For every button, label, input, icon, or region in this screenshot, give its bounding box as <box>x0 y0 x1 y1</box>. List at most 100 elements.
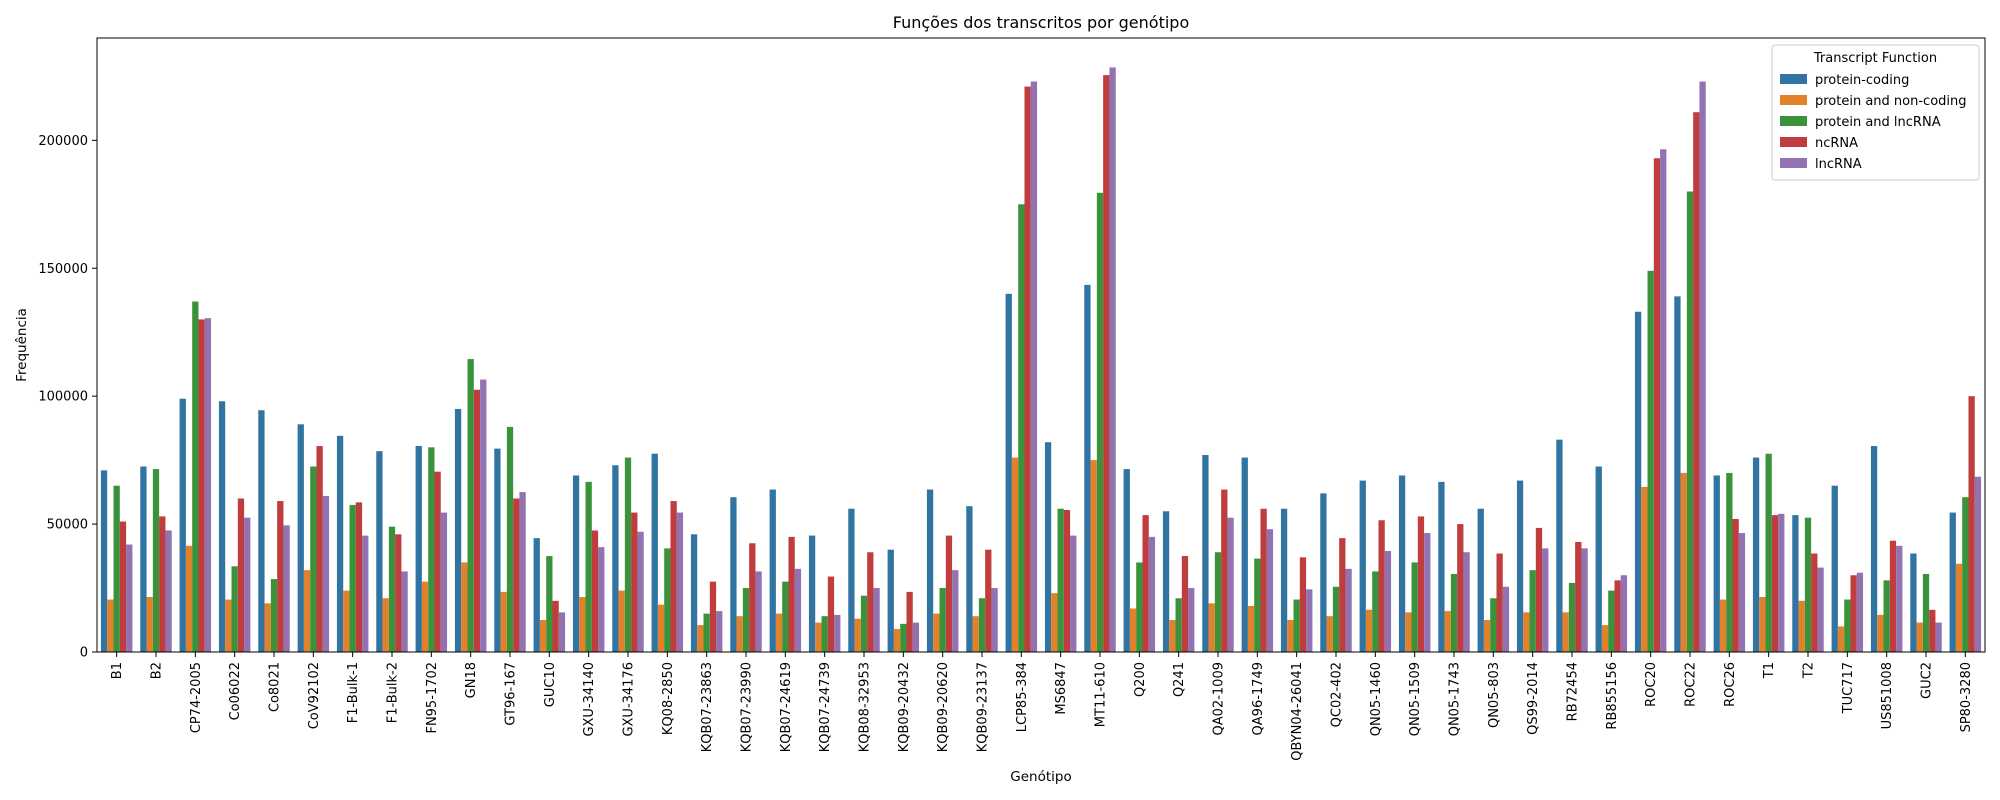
bar-lncRNA-KQ08-2850 <box>676 512 684 652</box>
x-tick-label: QN05-1743 <box>1448 662 1463 736</box>
bar-protein-and-lncRNA-ROC26 <box>1726 472 1733 652</box>
bar-lncRNA-QN05-1460 <box>1384 550 1392 652</box>
bar-protein-and-non-coding-QA96-1749 <box>1247 605 1255 652</box>
bar-lncRNA-RB72454 <box>1581 548 1588 652</box>
bar-protein-and-lncRNA-Q241 <box>1175 598 1182 652</box>
bar-protein-and-non-coding-QN05-803 <box>1483 620 1491 652</box>
legend: Transcript Function protein-codingprotei… <box>1771 44 1980 181</box>
bar-protein-and-non-coding-Q241 <box>1169 620 1176 652</box>
bar-lncRNA-GUC10 <box>558 612 566 652</box>
bar-ncRNA-QN05-1743 <box>1457 524 1464 652</box>
bar-protein-and-lncRNA-KQB09-20620 <box>939 588 946 652</box>
x-tick-label: GUC2 <box>1920 662 1935 699</box>
bar-protein-and-non-coding-RB72454 <box>1562 612 1569 652</box>
bar-protein-and-lncRNA-QBYN04-26041 <box>1293 599 1300 652</box>
bar-ncRNA-US851008 <box>1889 540 1897 652</box>
bar-protein-coding-KQB08-32953 <box>848 508 855 652</box>
bar-protein-and-lncRNA-GT96-167 <box>506 426 514 652</box>
x-tick-label: QN05-803 <box>1487 662 1502 728</box>
bar-lncRNA-GN18 <box>480 379 487 652</box>
x-tick-label: GUC10 <box>543 662 558 707</box>
x-tick-label: KQB07-24739 <box>818 662 833 752</box>
bar-protein-and-lncRNA-KQB07-24739 <box>821 616 828 652</box>
bar-ncRNA-GT96-167 <box>513 498 520 652</box>
bar-lncRNA-RB855156 <box>1620 575 1628 652</box>
x-tick-label: T1 <box>1762 662 1777 679</box>
bar-protein-and-lncRNA-Co06022 <box>231 566 238 652</box>
bar-protein-coding-QN05-1460 <box>1359 480 1366 652</box>
bar-ncRNA-Co06022 <box>237 498 245 652</box>
bar-protein-and-non-coding-KQB07-24619 <box>775 613 783 653</box>
plot-frame <box>96 37 1986 653</box>
bar-lncRNA-B1 <box>126 544 133 652</box>
bar-protein-and-non-coding-QC02-402 <box>1326 616 1333 652</box>
bar-protein-and-lncRNA-Q200 <box>1136 562 1143 652</box>
bar-protein-and-lncRNA-ROC22 <box>1686 191 1694 652</box>
bar-protein-coding-MS6847 <box>1044 442 1052 652</box>
x-tick-label: QBYN04-26041 <box>1290 662 1305 761</box>
bar-protein-and-lncRNA-GXU-34140 <box>585 481 592 652</box>
bar-ncRNA-GUC10 <box>552 600 559 652</box>
bar-lncRNA-KQB09-20432 <box>912 622 920 652</box>
bar-lncRNA-LCP85-384 <box>1030 81 1038 653</box>
x-tick-label: T2 <box>1802 662 1817 679</box>
bar-protein-and-non-coding-KQB07-24739 <box>815 622 822 652</box>
x-tick-label: KQB09-23137 <box>976 662 991 752</box>
bar-protein-coding-T1 <box>1752 457 1760 652</box>
bar-ncRNA-KQB07-24619 <box>788 536 795 653</box>
bar-ncRNA-KQ08-2850 <box>670 501 677 652</box>
bar-protein-coding-KQB07-24619 <box>769 489 776 652</box>
bar-protein-and-non-coding-ROC22 <box>1680 472 1687 652</box>
bar-protein-and-non-coding-T1 <box>1759 597 1766 652</box>
bar-lncRNA-T2 <box>1817 567 1824 652</box>
bar-ncRNA-B1 <box>119 521 127 652</box>
bar-protein-coding-F1-Bulk-1 <box>336 435 344 652</box>
bar-ncRNA-GXU-34140 <box>591 530 599 652</box>
bar-protein-coding-CoV92102 <box>297 424 304 652</box>
bar-protein-and-non-coding-CP74-2005 <box>185 545 193 652</box>
bar-protein-and-lncRNA-FN95-1702 <box>428 447 435 652</box>
bar-protein-and-lncRNA-Co8021 <box>270 579 278 652</box>
bar-lncRNA-KQB07-23990 <box>755 571 762 652</box>
bar-protein-and-lncRNA-KQB09-20432 <box>900 623 907 652</box>
bar-protein-and-non-coding-KQB07-23990 <box>736 616 743 652</box>
bar-lncRNA-QN05-1509 <box>1424 533 1431 652</box>
bar-protein-coding-MT11-610 <box>1084 284 1091 652</box>
legend-title: Transcript Function <box>1813 51 1937 66</box>
bar-protein-and-non-coding-FN95-1702 <box>421 581 429 652</box>
bar-ncRNA-TUC717 <box>1850 575 1857 652</box>
bar-protein-coding-KQB07-23863 <box>690 534 698 652</box>
bar-lncRNA-QA96-1749 <box>1266 529 1274 652</box>
bar-protein-coding-GXU-34140 <box>572 475 580 652</box>
bar-lncRNA-QN05-1743 <box>1463 552 1470 652</box>
y-tick-label: 200000 <box>38 134 88 149</box>
bar-ncRNA-KQB07-23863 <box>709 581 717 652</box>
bar-ncRNA-ROC26 <box>1732 518 1739 652</box>
bar-lncRNA-ROC26 <box>1738 533 1746 652</box>
bar-ncRNA-QBYN04-26041 <box>1299 557 1307 652</box>
bar-protein-and-lncRNA-KQB08-32953 <box>860 595 868 652</box>
bar-lncRNA-T1 <box>1778 513 1785 652</box>
x-tick-label: KQB07-23863 <box>700 662 715 752</box>
bar-protein-and-lncRNA-QS99-2014 <box>1529 570 1536 652</box>
bar-lncRNA-KQB07-23863 <box>716 611 723 652</box>
bar-lncRNA-FN95-1702 <box>440 512 448 652</box>
bar-protein-coding-QA96-1749 <box>1241 457 1248 652</box>
bar-lncRNA-ROC20 <box>1660 149 1667 653</box>
bar-protein-and-lncRNA-QN05-1509 <box>1411 562 1418 652</box>
bar-lncRNA-MT11-610 <box>1109 67 1116 653</box>
bar-lncRNA-QC02-402 <box>1345 568 1352 652</box>
legend-item-label: protein and non-coding <box>1815 94 1967 109</box>
bar-protein-coding-ROC20 <box>1634 311 1642 652</box>
y-tick-label: 150000 <box>38 262 88 277</box>
bar-ncRNA-GN18 <box>473 389 481 652</box>
bar-protein-and-non-coding-QA02-1009 <box>1208 603 1215 652</box>
bar-protein-and-non-coding-F1-Bulk-2 <box>382 598 389 652</box>
bar-ncRNA-MT11-610 <box>1103 75 1110 653</box>
bar-protein-and-lncRNA-GXU-34176 <box>624 457 632 652</box>
bar-protein-and-lncRNA-KQB07-23990 <box>742 588 750 652</box>
bar-lncRNA-TUC717 <box>1856 572 1864 652</box>
bar-ncRNA-Q200 <box>1142 515 1149 652</box>
bar-protein-and-lncRNA-GN18 <box>467 359 474 652</box>
